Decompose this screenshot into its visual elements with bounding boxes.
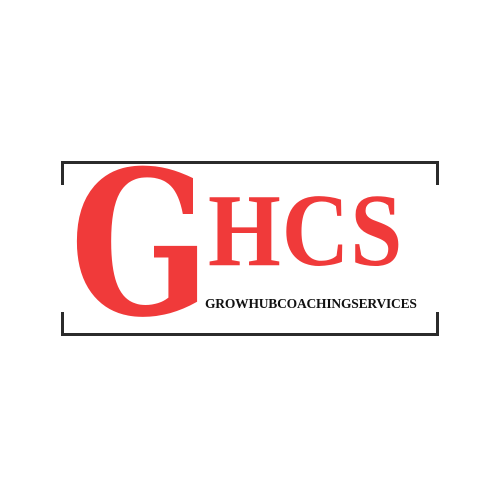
frame-bottom-line — [61, 333, 439, 336]
logo-tagline: GROWHUBCOACHINGSERVICES — [205, 296, 417, 311]
frame-right-bottom-tick — [436, 312, 439, 336]
frame-left-top-tick — [61, 161, 64, 185]
logo-acronym: HCS — [208, 173, 404, 288]
logo-initial-letter: G — [70, 127, 211, 362]
frame-left-bottom-tick — [61, 312, 64, 336]
frame-right-top-tick — [436, 161, 439, 185]
frame-top-line — [61, 161, 439, 164]
